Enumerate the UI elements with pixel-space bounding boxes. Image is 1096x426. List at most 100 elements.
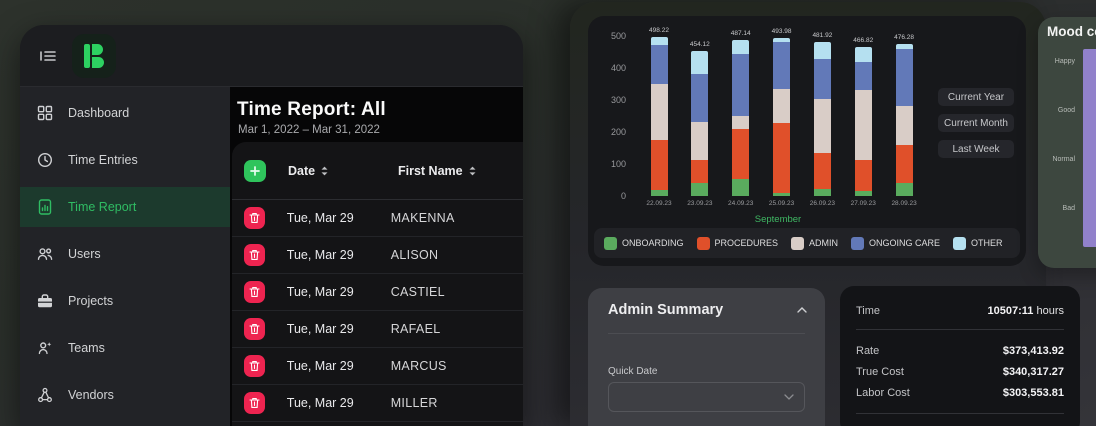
- table-row[interactable]: Tue, Mar 29 RAFAEL: [232, 311, 523, 348]
- table-row[interactable]: Tue, Mar 29 ALISON: [232, 237, 523, 274]
- bar-segment: [773, 42, 791, 89]
- bar-total-label: 481.92: [812, 31, 833, 39]
- current-year-button[interactable]: Current Year: [938, 88, 1014, 106]
- table-header-row: Date First Name: [232, 142, 523, 200]
- bar-segment: [854, 61, 872, 91]
- stacked-bar: [773, 37, 791, 196]
- bar-segment: [691, 50, 709, 74]
- x-axis-label: 22.09.23: [646, 200, 672, 207]
- legend-label: OTHER: [971, 238, 1003, 248]
- quick-date-select[interactable]: [608, 382, 805, 412]
- chart-legend: ONBOARDING PROCEDURES ADMIN ONGOING CARE OTH…: [594, 228, 1020, 258]
- bar-segment: [732, 54, 750, 116]
- bar-segment: [691, 183, 709, 196]
- bar-total-label: 466.82: [853, 36, 874, 44]
- legend-swatch: [604, 236, 617, 250]
- clock-icon: [36, 151, 54, 169]
- table-row[interactable]: Tue, Mar 29 MARCUS: [232, 348, 523, 385]
- trash-icon: [249, 287, 260, 297]
- bar-segment: [895, 105, 913, 146]
- legend-item[interactable]: ONGOING CARE: [851, 236, 940, 250]
- plus-icon: [250, 165, 260, 176]
- y-axis-tick: 500: [610, 31, 626, 41]
- column-header-first-name[interactable]: First Name: [398, 164, 518, 178]
- bar-segment: [650, 190, 668, 196]
- sidebar-item-label: Users: [68, 246, 101, 261]
- sidebar-item-label: Time Report: [68, 199, 137, 214]
- bar-segment: [895, 43, 913, 49]
- legend-item[interactable]: ADMIN: [791, 236, 839, 250]
- bar-segment: [854, 90, 872, 161]
- row-date: Tue, Mar 29: [286, 248, 354, 262]
- legend-swatch: [953, 236, 967, 250]
- sidebar-item-label: Vendors: [68, 387, 114, 402]
- collapse-chevron-up-icon[interactable]: [797, 307, 807, 313]
- table-row[interactable]: Tue, Mar 29 MAKENNA: [232, 200, 523, 237]
- bar-segment: [732, 179, 750, 196]
- sidebar: Dashboard Time Entries Time Report: [20, 87, 230, 426]
- row-date: Tue, Mar 29: [286, 211, 354, 225]
- team-person-icon: [36, 339, 54, 357]
- bar-segment: [773, 123, 791, 193]
- delete-row-button[interactable]: [244, 207, 265, 229]
- x-axis-title: September: [754, 214, 802, 225]
- bar-segment: [854, 160, 872, 192]
- stacked-bar: [854, 46, 872, 196]
- column-header-date[interactable]: Date: [288, 164, 398, 178]
- divider: [856, 329, 1064, 330]
- bar-segment: [813, 188, 831, 196]
- sidebar-item-dashboard[interactable]: Dashboard: [20, 89, 230, 136]
- sidebar-collapse-icon[interactable]: [36, 44, 60, 68]
- bar-segment: [813, 99, 831, 153]
- chevron-down-icon: [784, 394, 794, 400]
- bar-segment: [854, 191, 872, 196]
- row-first-name: MARCUS: [390, 359, 447, 373]
- legend-swatch: [696, 236, 710, 250]
- legend-item[interactable]: ONBOARDING: [604, 236, 684, 250]
- delete-row-button[interactable]: [244, 392, 265, 414]
- legend-label: ADMIN: [809, 238, 839, 248]
- x-axis-label: 26.09.23: [809, 200, 836, 207]
- x-axis-label: 28.09.23: [891, 200, 917, 207]
- y-axis-tick: 200: [610, 127, 626, 137]
- sidebar-item-users[interactable]: Users: [20, 230, 230, 277]
- window-header: [20, 25, 523, 87]
- sidebar-item-projects[interactable]: Projects: [20, 277, 230, 324]
- sidebar-item-time-report[interactable]: Time Report: [20, 186, 230, 227]
- delete-row-button[interactable]: [244, 318, 265, 340]
- x-axis-label: 23.09.23: [687, 200, 713, 207]
- row-date: Tue, Mar 29: [286, 396, 354, 410]
- stacked-bar: [813, 41, 831, 196]
- add-entry-button[interactable]: [244, 159, 266, 182]
- sidebar-item-time-entries[interactable]: Time Entries: [20, 136, 230, 183]
- row-date: Tue, Mar 29: [286, 322, 354, 336]
- delete-row-button[interactable]: [244, 244, 265, 266]
- delete-row-button[interactable]: [244, 281, 265, 303]
- app-window: Dashboard Time Entries Time Report: [20, 25, 523, 426]
- table-row[interactable]: Tue, Mar 29 CASTIEL: [232, 274, 523, 311]
- sidebar-item-label: Teams: [68, 340, 105, 355]
- mood-chart-bar: [1083, 49, 1096, 247]
- app-logo[interactable]: [72, 33, 116, 78]
- bar-segment: [773, 192, 791, 196]
- legend-swatch: [791, 236, 805, 250]
- legend-item[interactable]: OTHER: [953, 236, 1003, 250]
- table-row[interactable]: Tue, Mar 29 MILLER: [232, 385, 523, 422]
- delete-row-button[interactable]: [244, 355, 265, 377]
- mood-label-good: Good: [1057, 107, 1075, 114]
- sidebar-item-label: Projects: [68, 293, 114, 308]
- sidebar-item-vendors[interactable]: Vendors: [20, 371, 230, 418]
- time-label: Time: [856, 304, 881, 317]
- bar-segment: [691, 73, 709, 123]
- bar-segment: [773, 88, 791, 124]
- bar-total-label: 454.12: [689, 40, 710, 48]
- time-report-table: Date First Name Tue, Mar 29 MAKENNA Tue, M…: [232, 142, 523, 426]
- bar-segment: [650, 139, 668, 191]
- sidebar-item-teams[interactable]: Teams: [20, 324, 230, 371]
- current-month-button[interactable]: Current Month: [938, 114, 1014, 132]
- bar-segment: [813, 59, 831, 100]
- bar-segment: [650, 83, 668, 140]
- legend-item[interactable]: PROCEDURES: [696, 236, 778, 250]
- trash-icon: [249, 324, 260, 334]
- last-week-button[interactable]: Last Week: [938, 140, 1014, 158]
